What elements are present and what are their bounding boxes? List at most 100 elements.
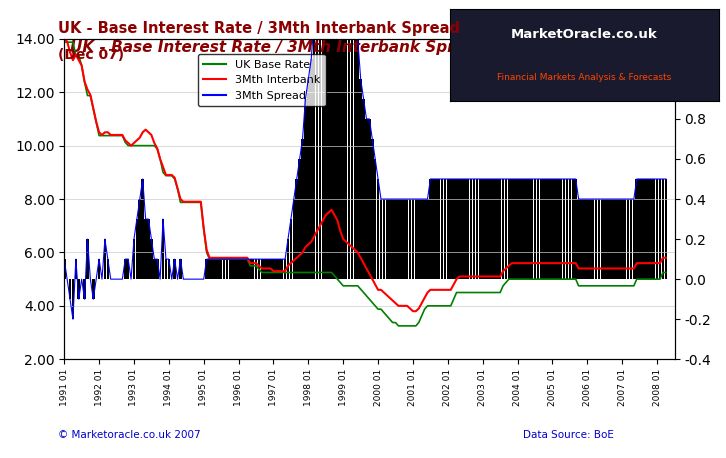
Bar: [295, 179, 298, 279]
Bar: [339, 0, 342, 279]
Bar: [539, 179, 542, 279]
Bar: [624, 199, 627, 279]
Bar: [528, 179, 531, 279]
Bar: [618, 199, 621, 279]
Bar: [615, 199, 618, 279]
Bar: [603, 199, 606, 279]
Bar: [586, 199, 589, 279]
Bar: [258, 259, 260, 279]
Bar: [394, 199, 397, 279]
Bar: [304, 99, 307, 279]
Bar: [217, 259, 219, 279]
Bar: [658, 179, 661, 279]
Bar: [621, 199, 624, 279]
Bar: [327, 0, 330, 279]
Bar: [505, 179, 507, 279]
Bar: [580, 199, 583, 279]
Bar: [563, 179, 566, 279]
Bar: [220, 259, 222, 279]
Bar: [124, 259, 126, 279]
Bar: [461, 179, 464, 279]
Bar: [153, 259, 155, 279]
Bar: [290, 219, 292, 279]
Bar: [144, 219, 147, 279]
Bar: [470, 179, 473, 279]
Bar: [545, 179, 548, 279]
Bar: [551, 179, 554, 279]
Bar: [635, 179, 638, 279]
Bar: [641, 179, 644, 279]
Bar: [464, 179, 467, 279]
Bar: [246, 259, 248, 279]
Bar: [478, 179, 481, 279]
Bar: [406, 199, 409, 279]
Bar: [531, 179, 534, 279]
Bar: [420, 199, 423, 279]
Bar: [403, 199, 406, 279]
Bar: [493, 179, 496, 279]
Bar: [606, 199, 609, 279]
Bar: [650, 179, 653, 279]
Bar: [287, 239, 289, 279]
Bar: [310, 59, 313, 279]
Bar: [356, 39, 359, 279]
Bar: [507, 179, 510, 279]
Bar: [484, 179, 487, 279]
Bar: [127, 259, 129, 279]
Bar: [333, 0, 336, 279]
Bar: [438, 179, 441, 279]
Bar: [516, 179, 519, 279]
Bar: [487, 179, 490, 279]
Bar: [179, 259, 182, 279]
Bar: [319, 0, 322, 279]
Bar: [653, 179, 656, 279]
Bar: [397, 199, 400, 279]
Bar: [476, 179, 478, 279]
Bar: [208, 259, 211, 279]
Bar: [388, 199, 391, 279]
Bar: [174, 259, 176, 279]
Bar: [417, 199, 420, 279]
Bar: [298, 159, 301, 279]
Bar: [391, 199, 394, 279]
Bar: [612, 199, 615, 279]
Bar: [322, 0, 325, 279]
Bar: [223, 259, 225, 279]
Bar: [409, 199, 412, 279]
Bar: [412, 199, 415, 279]
Bar: [142, 179, 144, 279]
Bar: [423, 199, 426, 279]
Bar: [264, 259, 266, 279]
Bar: [240, 259, 242, 279]
Bar: [325, 0, 327, 279]
Text: Financial Markets Analysis & Forecasts: Financial Markets Analysis & Forecasts: [497, 73, 672, 82]
Bar: [78, 279, 80, 299]
Bar: [107, 259, 109, 279]
Bar: [214, 259, 216, 279]
Text: UK - Base Interest Rate / 3Mth Interbank Spread: UK - Base Interest Rate / 3Mth Interbank…: [58, 21, 460, 36]
Bar: [354, 19, 356, 279]
Bar: [150, 239, 152, 279]
Bar: [557, 179, 560, 279]
Bar: [383, 199, 386, 279]
Bar: [452, 179, 455, 279]
Bar: [307, 79, 310, 279]
Text: UK - Base Interest Rate / 3Mth Interbank Spread: UK - Base Interest Rate / 3Mth Interbank…: [70, 40, 486, 55]
Bar: [156, 259, 158, 279]
Bar: [629, 199, 632, 279]
Text: MarketOracle.co.uk: MarketOracle.co.uk: [511, 28, 658, 41]
Bar: [595, 199, 597, 279]
Bar: [560, 179, 563, 279]
Bar: [278, 259, 280, 279]
Bar: [426, 199, 429, 279]
Bar: [211, 259, 213, 279]
Bar: [432, 179, 435, 279]
Bar: [537, 179, 539, 279]
Bar: [345, 0, 348, 279]
Bar: [205, 259, 208, 279]
Bar: [455, 179, 458, 279]
Bar: [589, 199, 592, 279]
Bar: [400, 199, 403, 279]
Bar: [429, 179, 432, 279]
Bar: [542, 179, 545, 279]
